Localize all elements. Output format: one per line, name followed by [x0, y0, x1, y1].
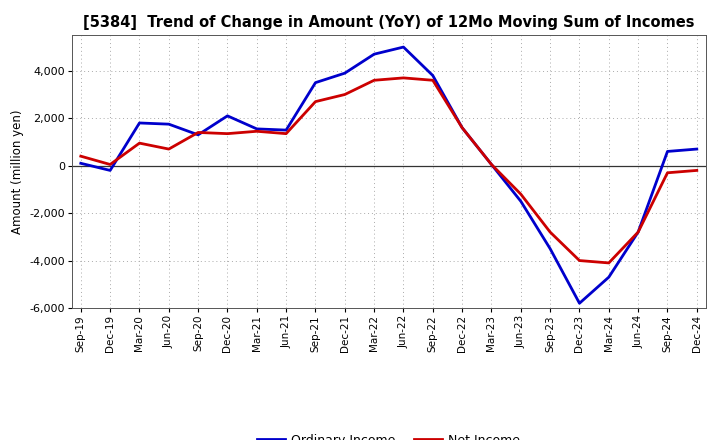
Line: Net Income: Net Income — [81, 78, 697, 263]
Ordinary Income — [135, 120, 144, 125]
Legend: Ordinary Income, Net Income: Ordinary Income, Net Income — [253, 429, 525, 440]
Ordinary Income — [76, 161, 85, 166]
Net Income — [428, 77, 437, 83]
Ordinary Income — [253, 126, 261, 132]
Net Income — [663, 170, 672, 176]
Ordinary Income — [634, 229, 642, 235]
Net Income — [341, 92, 349, 97]
Net Income — [693, 168, 701, 173]
Net Income — [634, 229, 642, 235]
Net Income — [106, 162, 114, 167]
Net Income — [253, 128, 261, 134]
Net Income — [370, 77, 379, 83]
Ordinary Income — [546, 246, 554, 251]
Ordinary Income — [194, 132, 202, 137]
Ordinary Income — [516, 198, 525, 204]
Net Income — [546, 229, 554, 235]
Ordinary Income — [106, 168, 114, 173]
Ordinary Income — [693, 147, 701, 152]
Ordinary Income — [399, 44, 408, 50]
Title: [5384]  Trend of Change in Amount (YoY) of 12Mo Moving Sum of Incomes: [5384] Trend of Change in Amount (YoY) o… — [83, 15, 695, 30]
Net Income — [516, 191, 525, 197]
Ordinary Income — [370, 51, 379, 57]
Ordinary Income — [164, 121, 173, 127]
Ordinary Income — [575, 301, 584, 306]
Net Income — [311, 99, 320, 104]
Net Income — [282, 131, 290, 136]
Ordinary Income — [458, 125, 467, 130]
Net Income — [135, 140, 144, 146]
Ordinary Income — [223, 113, 232, 118]
Ordinary Income — [341, 70, 349, 76]
Net Income — [164, 147, 173, 152]
Net Income — [575, 258, 584, 263]
Ordinary Income — [282, 128, 290, 133]
Ordinary Income — [311, 80, 320, 85]
Ordinary Income — [663, 149, 672, 154]
Net Income — [223, 131, 232, 136]
Net Income — [487, 162, 496, 167]
Line: Ordinary Income: Ordinary Income — [81, 47, 697, 303]
Ordinary Income — [487, 162, 496, 167]
Net Income — [458, 125, 467, 130]
Y-axis label: Amount (million yen): Amount (million yen) — [11, 110, 24, 234]
Ordinary Income — [605, 275, 613, 280]
Net Income — [194, 130, 202, 135]
Net Income — [76, 154, 85, 159]
Net Income — [399, 75, 408, 81]
Ordinary Income — [428, 73, 437, 78]
Net Income — [605, 260, 613, 266]
